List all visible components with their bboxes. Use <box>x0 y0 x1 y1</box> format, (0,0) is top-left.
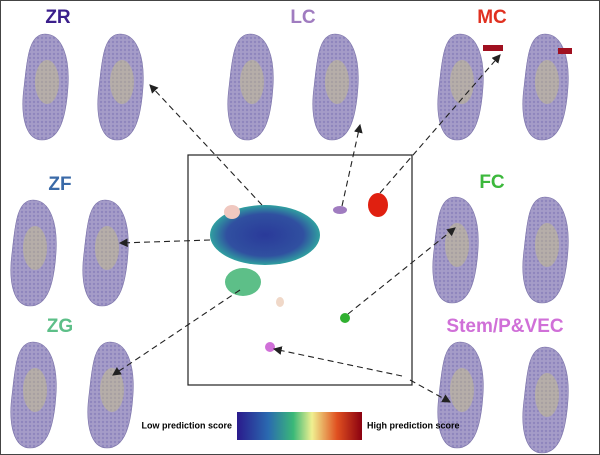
panel-label: LC <box>290 7 316 28</box>
panel-label: Stem/P&VEC <box>446 316 563 337</box>
panel-label: MC <box>477 7 507 28</box>
panel-label: ZG <box>47 316 73 337</box>
colorbar-high-label: High prediction score <box>367 420 460 430</box>
colorbar <box>237 412 362 440</box>
tissue-images <box>10 33 572 454</box>
umap-clusters <box>210 193 388 352</box>
arrows <box>112 54 501 403</box>
colorbar-low-label: Low prediction score <box>141 420 232 430</box>
umap-box <box>187 154 413 386</box>
panel-label: FC <box>479 172 505 193</box>
panel-label: ZR <box>45 7 71 28</box>
panel-label: ZF <box>48 174 71 195</box>
